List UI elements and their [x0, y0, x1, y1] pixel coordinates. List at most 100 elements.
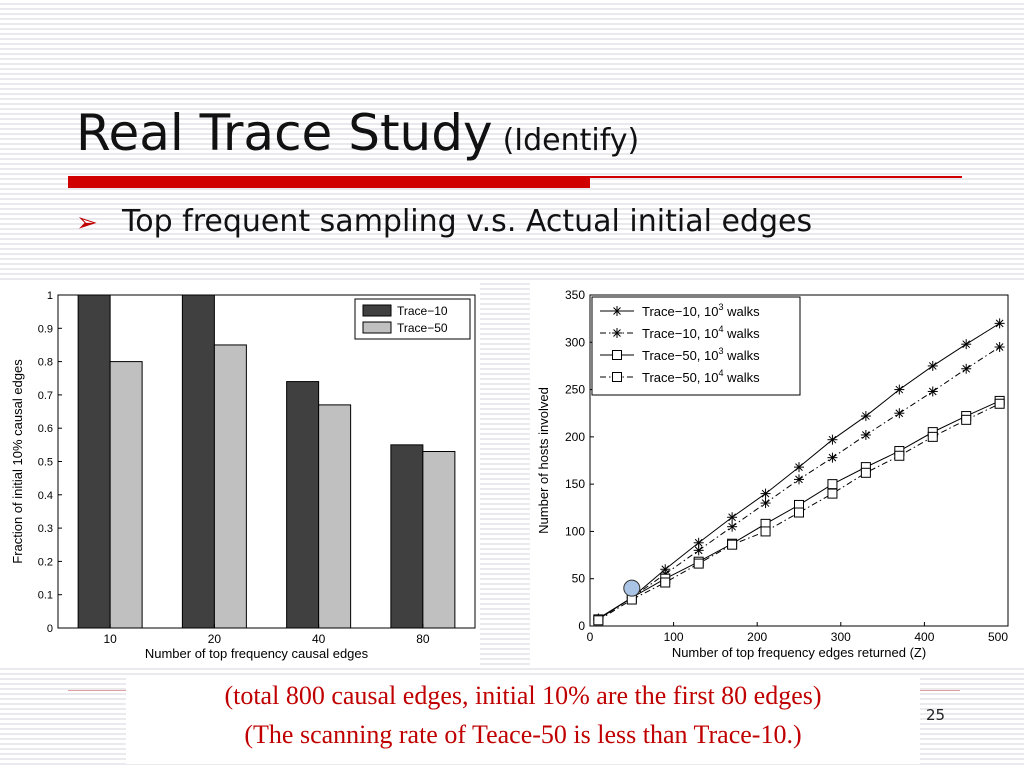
bar-40-1: [286, 381, 320, 629]
note-divider-right: [920, 690, 960, 691]
y-tick-label: 150: [565, 477, 585, 491]
note-line-1: (total 800 causal edges, initial 10% are…: [224, 681, 822, 710]
x-axis-label: Number of top frequency causal edges: [145, 646, 369, 661]
data-point: [894, 450, 905, 461]
legend-swatch: [362, 304, 392, 317]
slide-title-main: Real Trace Study: [76, 104, 493, 162]
y-tick-label: 300: [565, 335, 585, 349]
title-underline-thin: [590, 176, 962, 178]
data-point: [760, 498, 771, 509]
x-tick-label: 200: [747, 630, 767, 644]
legend-label: Trace−10: [397, 304, 448, 318]
arrow-bullet-icon: ➢: [76, 208, 98, 238]
y-tick-label: 0.9: [38, 323, 53, 335]
data-point: [961, 414, 972, 425]
y-tick-label: 0.4: [38, 490, 53, 502]
line-chart: 0 100 200 300 400 500 0 50 100 150 200 250 300 350 Num…: [536, 288, 1009, 660]
data-point: [827, 452, 838, 463]
note-line-2: (The scanning rate of Teace-50 is less t…: [244, 720, 802, 749]
legend-swatch: [362, 321, 392, 334]
legend-label: Trace−50: [397, 321, 448, 335]
data-point: [994, 398, 1005, 409]
data-point: [727, 512, 738, 523]
y-axis-label: Fraction of initial 10% causal edges: [10, 359, 25, 564]
x-tick-label: 40: [312, 632, 326, 646]
data-point: [794, 462, 804, 473]
data-point: [860, 467, 871, 478]
y-tick-label: 350: [565, 288, 585, 302]
data-point: [927, 360, 938, 371]
legend-marker: [612, 350, 622, 360]
bar-20-1: [181, 294, 215, 629]
data-point: [827, 479, 838, 490]
line-chart-panel: 0 100 200 300 400 500 0 50 100 150 200 250 300 350 Num…: [530, 283, 1024, 668]
data-point: [827, 488, 838, 499]
page-number: 25: [926, 706, 946, 724]
legend-label: Trace−10, 104 walks: [642, 324, 760, 341]
y-axis-label: Number of hosts involved: [536, 387, 551, 534]
data-point: [961, 339, 972, 350]
y-tick-label: 0.8: [38, 357, 53, 369]
y-tick-label: 0.1: [38, 590, 53, 602]
data-point: [794, 474, 804, 485]
data-point: [860, 411, 871, 422]
slide-title: Real Trace Study (Identify): [76, 104, 639, 162]
bar-20-2: [213, 344, 247, 629]
data-point: [894, 408, 905, 419]
plot-frame: [589, 294, 1009, 627]
y-tick-label: 0.3: [38, 523, 53, 535]
y-tick-label: 50: [572, 572, 586, 586]
x-tick-label: 0: [587, 630, 594, 644]
data-point: [760, 488, 771, 499]
bar-chart: 10 20 40 80 0 0.1 0.2 0.3 0.4 0.5 0.6 0.7 0.8 0.9 1 Num…: [10, 290, 476, 661]
y-tick-label: 0: [47, 623, 53, 635]
bar-10-2: [109, 361, 143, 629]
x-tick-label: 400: [914, 630, 934, 644]
x-tick-label: 10: [103, 632, 117, 646]
y-tick-label: 0: [578, 619, 585, 633]
bullet-item: ➢ Top frequent sampling v.s. Actual initi…: [76, 204, 812, 239]
data-point: [927, 386, 938, 397]
bar-80-2: [422, 451, 456, 629]
bullet-text: Top frequent sampling v.s. Actual initia…: [122, 204, 813, 239]
bar-chart-panel: 10 20 40 80 0 0.1 0.2 0.3 0.4 0.5 0.6 0.7 0.8 0.9 1 Num…: [0, 283, 480, 668]
y-tick-label: 1: [47, 290, 53, 302]
bar-10-1: [77, 294, 111, 629]
y-tick-label: 200: [565, 430, 585, 444]
legend-label: Trace−50, 103 walks: [642, 346, 760, 363]
x-tick-label: 500: [988, 630, 1008, 644]
note-box: (total 800 causal edges, initial 10% are…: [126, 676, 920, 764]
legend-marker: [612, 372, 622, 382]
y-tick-label: 0.6: [38, 423, 53, 435]
data-point: [727, 521, 738, 532]
data-point: [727, 539, 738, 550]
y-tick-label: 0.2: [38, 556, 53, 568]
legend-marker: [612, 328, 622, 338]
legend-box: [591, 296, 801, 396]
bar-40-2: [318, 404, 352, 629]
data-point: [693, 545, 704, 556]
x-axis-label: Number of top frequency edges returned (…: [672, 645, 926, 660]
x-tick-label: 100: [664, 630, 684, 644]
data-point: [894, 384, 905, 395]
data-point: [660, 577, 671, 588]
y-tick-label: 0.7: [38, 390, 53, 402]
data-point: [994, 342, 1005, 353]
bar-80-1: [390, 444, 424, 629]
data-point: [593, 615, 604, 626]
data-point: [961, 363, 972, 374]
legend-marker: [612, 306, 622, 316]
data-point: [760, 526, 771, 537]
data-point: [693, 558, 704, 569]
data-point: [794, 507, 804, 518]
legend-label: Trace−50, 104 walks: [642, 368, 760, 385]
y-tick-label: 100: [565, 524, 585, 538]
highlight-circle: [623, 579, 641, 597]
note-divider-left: [68, 690, 126, 691]
x-tick-label: 300: [831, 630, 851, 644]
data-point: [860, 429, 871, 440]
y-tick-label: 250: [565, 383, 585, 397]
x-tick-label: 80: [416, 632, 430, 646]
legend-label: Trace−10, 103 walks: [642, 302, 760, 319]
data-point: [927, 431, 938, 442]
